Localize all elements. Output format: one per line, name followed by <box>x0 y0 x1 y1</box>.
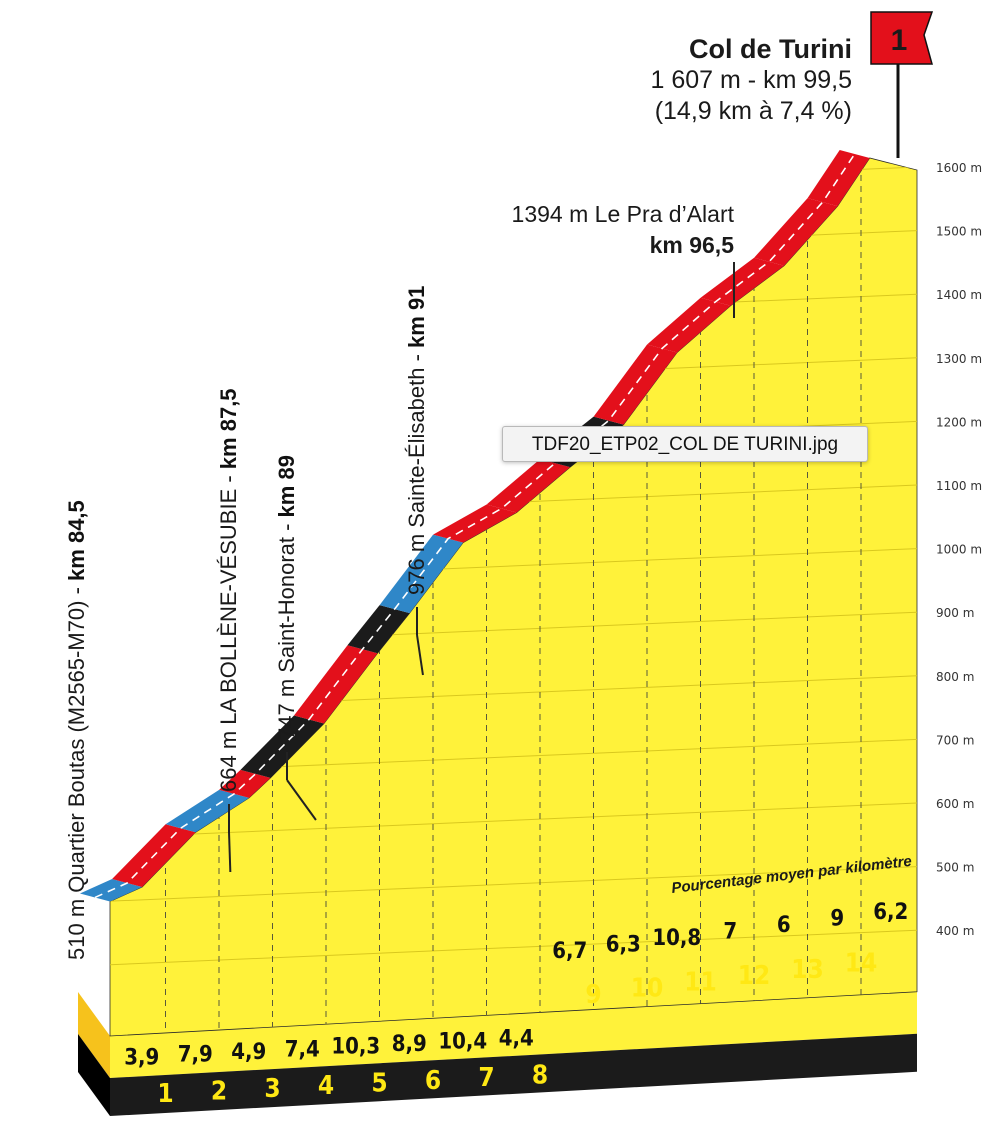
annotation-label: 747 m Saint-Honorat - km 89 <box>274 455 299 740</box>
km-label: 7 <box>478 1063 494 1093</box>
gradient-segment <box>219 769 271 798</box>
km-label: 10 <box>631 974 664 1004</box>
profile-base <box>78 991 917 1116</box>
elevation-tick-label: 600 m <box>936 797 974 811</box>
elevation-tick-label: 1400 m <box>936 288 982 302</box>
annotation-text: 747 m Saint-Honorat - <box>274 517 299 740</box>
annotation-label: 1394 m Le Pra d’Alart <box>512 201 735 227</box>
km-label: 11 <box>684 967 717 997</box>
place-annotations: 510 m Quartier Boutas (M2565-M70) - km 8… <box>64 201 735 960</box>
annotation-km: km 84,5 <box>64 500 89 581</box>
annotation-km: km 96,5 <box>650 232 735 258</box>
elevation-tick-label: 400 m <box>936 924 974 938</box>
annotation-km: km 91 <box>404 286 429 348</box>
gradient-segment <box>807 150 870 207</box>
km-label: 1 <box>157 1079 173 1109</box>
annotation-km: km 89 <box>274 455 299 517</box>
route-centerline <box>94 153 856 899</box>
gradient-labels: 3,9 7,9 4,9 7,4 10,3 8,9 10,4 4,4 6,7 6,3 10,8 7 6 9 6… <box>124 900 908 1070</box>
km-label: 6 <box>425 1066 441 1096</box>
elevation-tick-label: 1100 m <box>936 479 982 493</box>
km-label: 5 <box>371 1069 387 1099</box>
km-label: 2 <box>211 1077 227 1107</box>
filename-tooltip: TDF20_ETP02_COL DE TURINI.jpg <box>502 426 868 462</box>
grid-line <box>110 929 917 966</box>
annotation: 1394 m Le Pra d’Alart km 96,5 <box>512 201 735 318</box>
km-labels: 1 2 3 4 5 6 7 89 10 11 12 13 14 <box>157 949 877 1110</box>
km-label: 12 <box>738 961 771 991</box>
elevation-tick-label: 1600 m <box>936 161 982 175</box>
leader-line <box>286 779 317 821</box>
gradient-label: 3,9 <box>124 1045 159 1070</box>
km-label: 14 <box>845 949 878 979</box>
annotation: 510 m Quartier Boutas (M2565-M70) - km 8… <box>64 500 89 960</box>
grid-line <box>110 802 917 839</box>
leader-line <box>228 831 232 873</box>
km-label: 8 <box>532 1061 548 1091</box>
gradient-label: 6 <box>777 913 791 938</box>
elevation-tick-label: 500 m <box>936 861 974 875</box>
annotation-text: 664 m LA BOLLÈNE-VÉSUBIE - <box>216 469 241 792</box>
annotation-text: 510 m Quartier Boutas (M2565-M70) - <box>64 581 89 960</box>
category-flag <box>870 11 934 65</box>
elevation-tick-label: 1500 m <box>936 225 982 239</box>
base-front-yellow <box>110 991 917 1078</box>
elevation-axis: 1600 m 1500 m 1400 m 1300 m 1200 m 1100 m 1000… <box>936 161 982 938</box>
km-label: 13 <box>791 955 824 985</box>
annotation: 976 m Sainte-Élisabeth - km 91 <box>404 286 429 676</box>
summit-detail-2: (14,9 km à 7,4 %) <box>655 97 852 125</box>
base-side-black <box>78 1034 110 1116</box>
summit-name: Col de Turini <box>689 34 852 64</box>
gradient-label: 10,4 <box>438 1029 487 1054</box>
elevation-tick-label: 900 m <box>936 606 974 620</box>
annotation-km: km 87,5 <box>216 388 241 469</box>
summit-block: 1 Col de Turini 1 607 m - km 99,5 (14,9 … <box>651 11 934 158</box>
elevation-tick-label: 1000 m <box>936 543 982 557</box>
elevation-tick-label: 800 m <box>936 670 974 684</box>
km-label: 4 <box>318 1071 334 1101</box>
elevation-tick-label: 1300 m <box>936 352 982 366</box>
annotation-label: 664 m LA BOLLÈNE-VÉSUBIE - km 87,5 <box>216 388 241 792</box>
gradient-label: 10,3 <box>331 1035 380 1060</box>
gradient-label: 7,9 <box>178 1043 213 1068</box>
elevation-tick-label: 1200 m <box>936 415 982 429</box>
summit-detail-1: 1 607 m - km 99,5 <box>651 66 852 94</box>
annotation: 664 m LA BOLLÈNE-VÉSUBIE - km 87,5 <box>216 388 241 873</box>
gradient-label: 6,3 <box>606 933 641 958</box>
annotation-label: 510 m Quartier Boutas (M2565-M70) - km 8… <box>64 500 89 960</box>
gradient-label: 7 <box>723 920 737 945</box>
category-number: 1 <box>891 24 908 57</box>
km-label: 3 <box>264 1074 280 1104</box>
grid-line <box>110 166 917 203</box>
grid-line <box>110 866 917 903</box>
gradient-segment <box>647 297 731 353</box>
gradient-label: 7,4 <box>285 1037 320 1062</box>
base-side-yellow <box>78 992 110 1078</box>
annotation-label: 976 m Sainte-Élisabeth - km 91 <box>404 286 429 595</box>
gradient-segment <box>593 344 678 425</box>
km-label: 9 <box>585 980 601 1010</box>
leader-line <box>416 634 424 676</box>
base-front-black <box>110 1033 917 1116</box>
gradient-label: 6,7 <box>552 939 587 964</box>
gradient-label: 4,9 <box>231 1040 266 1065</box>
annotation: 747 m Saint-Honorat - km 89 <box>274 455 317 821</box>
gradient-segment <box>754 198 838 266</box>
gradient-label: 9 <box>830 907 844 932</box>
gradient-label: 8,9 <box>392 1032 427 1057</box>
gradient-label: 6,2 <box>873 900 908 925</box>
annotation-text: 976 m Sainte-Élisabeth - <box>404 348 429 595</box>
gradient-label: 10,8 <box>652 926 701 951</box>
elevation-tick-label: 700 m <box>936 733 974 747</box>
gradient-label: 4,4 <box>499 1027 534 1052</box>
